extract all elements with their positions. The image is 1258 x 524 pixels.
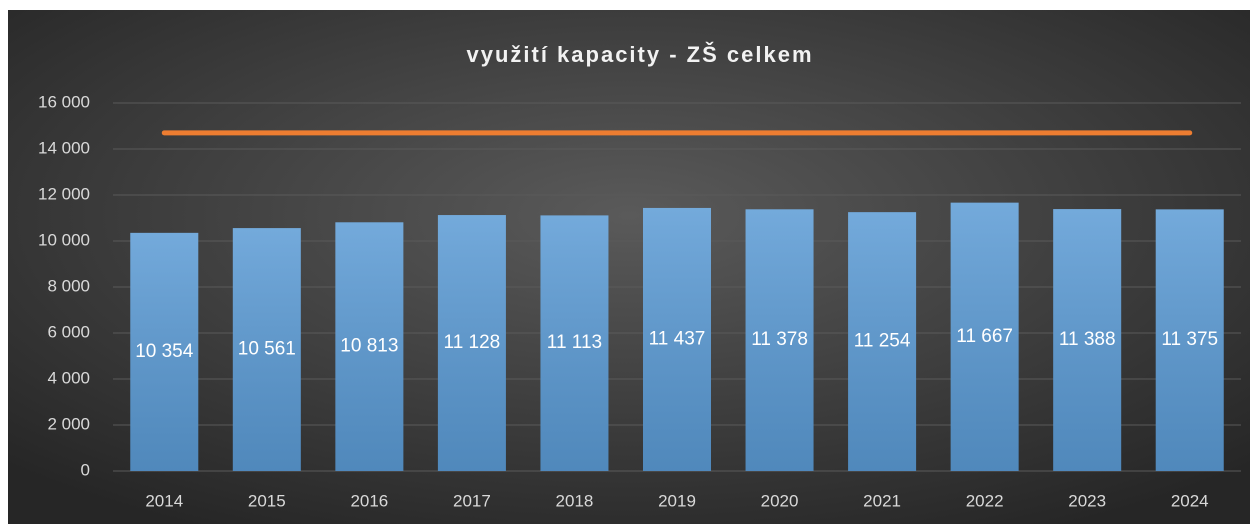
data-label: 11 128 bbox=[444, 332, 501, 353]
data-label: 11 113 bbox=[547, 332, 602, 353]
data-label: 11 375 bbox=[1161, 329, 1218, 350]
x-tick-label: 2014 bbox=[145, 491, 183, 510]
y-tick-label: 6 000 bbox=[47, 322, 90, 341]
bar-shade bbox=[1155, 209, 1224, 471]
data-label: 11 254 bbox=[854, 331, 911, 352]
chart-title: využití kapacity - ZŠ celkem bbox=[466, 42, 813, 67]
bar-shade bbox=[130, 232, 199, 471]
bar-shade bbox=[745, 209, 814, 471]
y-tick-label: 12 000 bbox=[38, 184, 90, 203]
x-tick-label: 2019 bbox=[658, 491, 696, 510]
data-label: 11 378 bbox=[751, 329, 808, 350]
x-tick-label: 2015 bbox=[248, 491, 286, 510]
bar-shade bbox=[232, 228, 301, 471]
data-label: 11 388 bbox=[1059, 329, 1116, 350]
bar-shade bbox=[437, 215, 506, 471]
y-tick-label: 16 000 bbox=[38, 92, 90, 111]
y-tick-label: 14 000 bbox=[38, 138, 90, 157]
bar-shade bbox=[335, 222, 404, 471]
bar-shade bbox=[950, 202, 1019, 471]
x-tick-label: 2016 bbox=[350, 491, 388, 510]
y-tick-label: 2 000 bbox=[47, 414, 90, 433]
data-label: 10 561 bbox=[238, 339, 296, 360]
data-label: 11 667 bbox=[956, 326, 1013, 347]
x-tick-label: 2024 bbox=[1171, 491, 1209, 510]
y-tick-label: 8 000 bbox=[47, 276, 90, 295]
x-tick-label: 2022 bbox=[966, 491, 1004, 510]
x-tick-label: 2021 bbox=[863, 491, 901, 510]
y-tick-label: 4 000 bbox=[47, 368, 90, 387]
bar-shade bbox=[540, 215, 609, 471]
data-label: 10 354 bbox=[135, 341, 194, 362]
data-label: 11 437 bbox=[649, 328, 706, 349]
chart-background bbox=[8, 10, 1250, 524]
data-label: 10 813 bbox=[340, 336, 398, 357]
x-tick-label: 2020 bbox=[761, 491, 799, 510]
bar-shade bbox=[848, 212, 917, 471]
x-tick-label: 2018 bbox=[556, 491, 594, 510]
y-tick-label: 10 000 bbox=[38, 230, 90, 249]
y-tick-label: 0 bbox=[81, 460, 90, 479]
x-tick-label: 2017 bbox=[453, 491, 491, 510]
bar-shade bbox=[1053, 209, 1122, 472]
x-tick-label: 2023 bbox=[1068, 491, 1106, 510]
bar-shade bbox=[643, 207, 711, 471]
